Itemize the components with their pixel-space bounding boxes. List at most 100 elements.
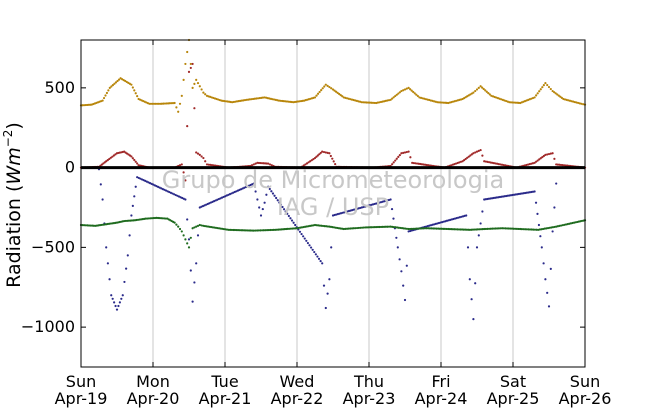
- data-point: [309, 246, 313, 249]
- data-point: [313, 223, 317, 227]
- data-point: [450, 228, 453, 231]
- data-point: [320, 89, 323, 92]
- data-point: [556, 163, 559, 166]
- data-point: [499, 227, 502, 230]
- data-point: [324, 306, 327, 310]
- data-point: [83, 224, 86, 227]
- data-point: [202, 156, 205, 160]
- data-point: [546, 291, 549, 294]
- data-point: [107, 89, 110, 92]
- data-point: [133, 89, 136, 92]
- data-point: [487, 91, 490, 95]
- data-point: [470, 228, 473, 231]
- data-point: [298, 230, 302, 233]
- data-point: [437, 227, 440, 230]
- axis-ticks: SunApr-19MonApr-20TueApr-21WedApr-22ThuA…: [21, 40, 612, 408]
- data-point: [200, 224, 203, 227]
- data-point: [200, 88, 203, 91]
- data-point: [333, 89, 336, 92]
- data-point: [133, 158, 136, 162]
- data-point: [548, 226, 551, 229]
- data-point: [413, 92, 416, 95]
- data-point: [252, 229, 255, 232]
- data-point: [111, 155, 114, 158]
- data-point: [475, 150, 479, 153]
- data-point: [462, 228, 465, 231]
- data-point: [564, 223, 568, 226]
- data-point: [488, 227, 491, 230]
- y-axis-label-exponent: −2: [1, 130, 15, 148]
- data-point: [405, 264, 408, 267]
- series-layer: [79, 38, 587, 321]
- data-point: [313, 156, 317, 160]
- data-point: [494, 227, 497, 230]
- data-point: [299, 226, 302, 229]
- x-tick-date: Apr-21: [199, 389, 252, 408]
- data-point: [310, 159, 313, 162]
- data-point: [349, 227, 352, 230]
- data-point: [278, 201, 281, 204]
- data-point: [364, 226, 367, 229]
- data-point: [465, 214, 468, 217]
- data-point: [509, 227, 512, 230]
- data-point: [486, 227, 489, 230]
- data-point: [472, 318, 475, 321]
- data-point: [134, 185, 137, 188]
- data-point: [395, 93, 398, 96]
- data-point: [312, 224, 315, 227]
- data-point: [428, 227, 432, 230]
- data-point: [163, 102, 167, 105]
- data-point: [432, 227, 435, 230]
- data-point: [467, 228, 470, 231]
- data-point: [232, 228, 235, 232]
- data-point: [396, 246, 399, 249]
- data-point: [507, 227, 510, 230]
- data-point: [186, 125, 189, 128]
- data-point: [512, 227, 515, 230]
- data-point: [427, 227, 430, 230]
- data-point: [182, 171, 185, 174]
- data-point: [257, 229, 260, 232]
- data-point: [252, 182, 255, 185]
- data-point: [547, 85, 551, 89]
- data-point: [287, 100, 290, 103]
- data-point: [416, 94, 419, 98]
- data-point: [196, 224, 200, 227]
- data-point: [154, 102, 157, 105]
- data-point: [182, 78, 185, 81]
- x-tick-date: Apr-26: [559, 389, 612, 408]
- data-point: [314, 253, 317, 256]
- data-point: [114, 153, 117, 156]
- data-point: [425, 227, 428, 230]
- data-point: [178, 164, 182, 167]
- data-point: [428, 164, 432, 167]
- data-point: [492, 227, 496, 230]
- data-point: [227, 228, 230, 231]
- data-point: [538, 228, 541, 231]
- data-point: [281, 99, 284, 103]
- data-point: [556, 225, 559, 228]
- data-point: [536, 159, 539, 162]
- data-point: [99, 183, 102, 186]
- data-point: [485, 90, 488, 93]
- data-point: [133, 195, 136, 198]
- data-point: [528, 228, 532, 231]
- data-point: [136, 162, 139, 165]
- data-point: [195, 78, 198, 81]
- data-point: [489, 227, 492, 230]
- data-point: [114, 81, 118, 84]
- data-point: [162, 102, 165, 105]
- data-point: [546, 226, 550, 230]
- data-point: [402, 151, 405, 154]
- data-point: [289, 217, 292, 220]
- data-point: [328, 85, 331, 89]
- data-point: [186, 218, 189, 221]
- data-point: [184, 238, 187, 241]
- data-point: [538, 90, 541, 93]
- data-point: [290, 100, 293, 104]
- data-point: [302, 164, 305, 167]
- data-point: [336, 91, 339, 94]
- data-point: [131, 86, 134, 89]
- data-point: [470, 153, 473, 156]
- data-point: [445, 227, 448, 231]
